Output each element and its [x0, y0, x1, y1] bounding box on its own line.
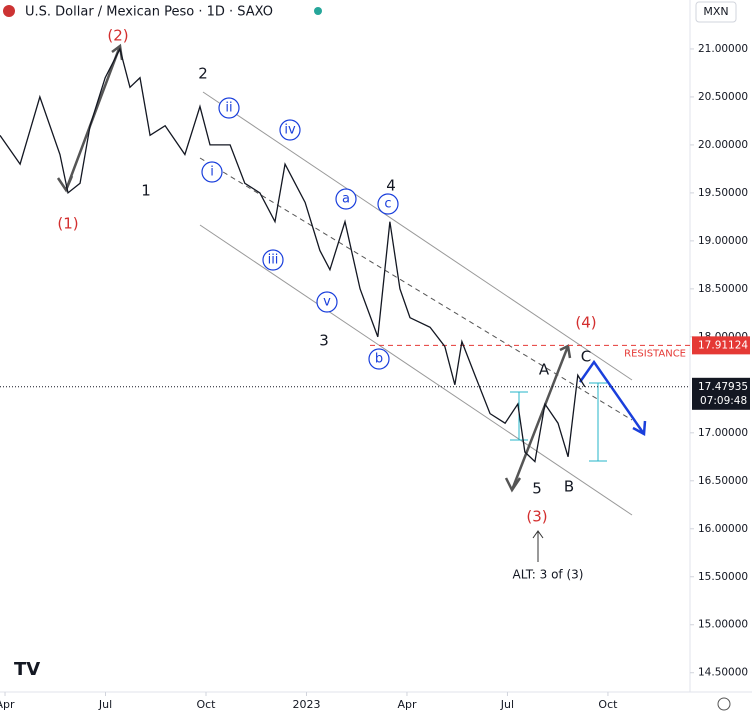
y-tick-label: 20.00000 — [698, 139, 748, 151]
wave-circle — [218, 97, 240, 119]
wave-circle — [316, 291, 338, 313]
arrow-head — [504, 477, 522, 493]
resistance-label: RESISTANCE — [624, 348, 686, 359]
wave-label: B — [564, 478, 574, 496]
y-tick-label: 14.50000 — [698, 667, 748, 679]
wave-label: 1 — [141, 182, 151, 200]
resistance-tag — [692, 336, 750, 355]
y-tick-label: 17.00000 — [698, 427, 748, 439]
wave-label: 3 — [319, 332, 329, 350]
y-tick-label: 20.50000 — [698, 91, 748, 103]
wave-label: a — [342, 192, 350, 207]
wave-circle — [368, 348, 390, 370]
wave-circle — [262, 249, 284, 271]
arrow-head — [532, 530, 544, 539]
wave-label: A — [539, 361, 550, 379]
wave-label: ii — [225, 101, 232, 116]
wave-label: c — [384, 197, 391, 212]
x-tick-label: Jul — [98, 698, 112, 711]
countdown: 07:09:48 — [700, 395, 747, 407]
y-tick-label: 21.00000 — [698, 43, 748, 55]
x-tick-label: Apr — [397, 698, 417, 711]
status-dot — [314, 7, 322, 15]
alt-label: ALT: 3 of (3) — [513, 568, 584, 582]
arrow-head — [632, 420, 647, 437]
arrow-head — [56, 175, 74, 193]
x-tick-label: Jul — [500, 698, 514, 711]
y-tick-label: 18.50000 — [698, 283, 748, 295]
wave-label: C — [581, 348, 591, 366]
channel-upper — [202, 91, 633, 381]
wave-label: v — [323, 295, 331, 310]
wave-label: 5 — [532, 480, 542, 498]
wave-circle — [279, 119, 301, 141]
y-tick-label: 15.00000 — [698, 619, 748, 631]
channel-mid — [199, 157, 633, 421]
wave-label: (4) — [575, 314, 596, 332]
wave-label: iv — [284, 123, 296, 138]
x-tick-label: Apr — [0, 698, 15, 711]
resistance-value: 17.91124 — [698, 339, 748, 351]
last-price-tag — [692, 377, 750, 410]
wave-label: 2 — [198, 65, 208, 83]
wave-label: (3) — [526, 508, 547, 526]
wave-label: b — [375, 352, 383, 367]
x-tick-label: Oct — [598, 698, 618, 711]
arrow-head — [559, 344, 572, 359]
chart-title: U.S. Dollar / Mexican Peso · 1D · SAXO — [25, 5, 273, 20]
wave-label: (2) — [107, 27, 128, 45]
wave-circle — [377, 193, 399, 215]
wave-label: 4 — [386, 177, 396, 195]
flag-icon — [3, 5, 15, 17]
currency-box[interactable] — [695, 1, 737, 23]
wave-label: iii — [268, 253, 279, 268]
x-tick-label: Oct — [196, 698, 216, 711]
y-tick-label: 15.50000 — [698, 571, 748, 583]
y-tick-label: 19.50000 — [698, 187, 748, 199]
projection-arrow — [578, 359, 646, 435]
channel-lower — [199, 224, 633, 516]
logo: TV — [14, 659, 40, 680]
y-tick-label: 19.00000 — [698, 235, 748, 247]
wave-a-arrow — [510, 345, 570, 491]
y-tick-label: 16.00000 — [698, 523, 748, 535]
y-tick-label: 16.50000 — [698, 475, 748, 487]
currency[interactable]: MXN — [703, 5, 728, 18]
price-line — [0, 47, 586, 463]
last-price-value: 17.47935 — [698, 381, 748, 393]
wave-circle — [201, 161, 223, 183]
wave-label: i — [210, 165, 214, 180]
wave-circle — [335, 188, 357, 210]
wave-label: (1) — [57, 215, 78, 233]
settings-icon[interactable] — [717, 697, 731, 711]
x-tick-label: 2023 — [292, 698, 320, 711]
